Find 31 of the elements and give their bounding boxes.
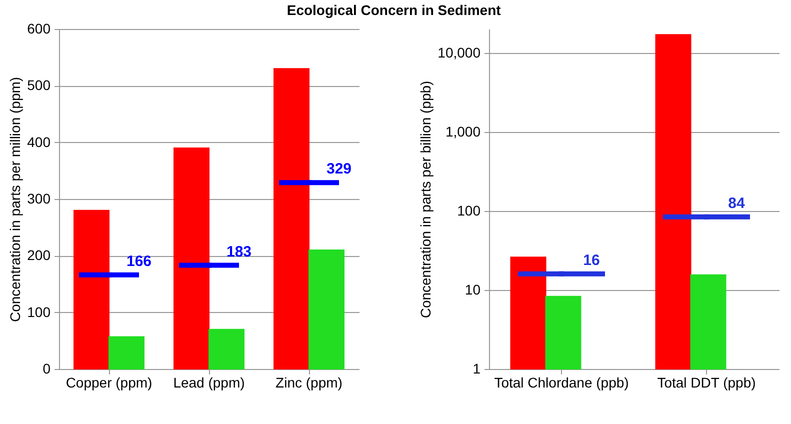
bar [308,250,344,370]
data-label: 166 [126,252,152,270]
y-tick-label: 200 [27,247,51,264]
data-label: 329 [326,160,352,178]
bar [208,328,244,370]
text: Ecological Concern in Sediment [286,2,502,18]
x-tick-label: Copper (ppm) [66,374,152,390]
data-label: 16 [583,252,600,269]
point [206,262,212,268]
y-tick-label: 100 [27,304,51,320]
bar [108,336,144,370]
x-tick-label: Zinc (ppm) [276,374,342,390]
y-tick-label: 100 [457,202,481,218]
y-axis-title: Concentration in parts per billion (ppb) [418,80,434,318]
y-tick-label: 1 [472,360,481,376]
x-tick-label: Total DDT (ppb) [657,374,756,390]
data-label: 84 [728,194,746,212]
y-tick-label: 400 [27,134,51,150]
y-tick-label: 600 [27,20,51,36]
y-tick-label: 300 [27,190,51,206]
y-tick-label: 500 [27,77,51,94]
data-label: 183 [226,243,252,260]
point [306,180,312,186]
point [106,272,112,278]
y-tick-label: 10,000 [438,44,481,60]
y-tick-label: 0 [42,360,51,376]
y-tick-label: 10 [464,281,481,298]
y-axis-title: Concentration in parts per million (ppm) [7,76,24,322]
x-tick-label: Total Chlordane (ppb) [494,374,629,390]
y-tick-label: 1,000 [445,123,481,140]
x-tick-label: Lead (ppm) [173,374,245,390]
